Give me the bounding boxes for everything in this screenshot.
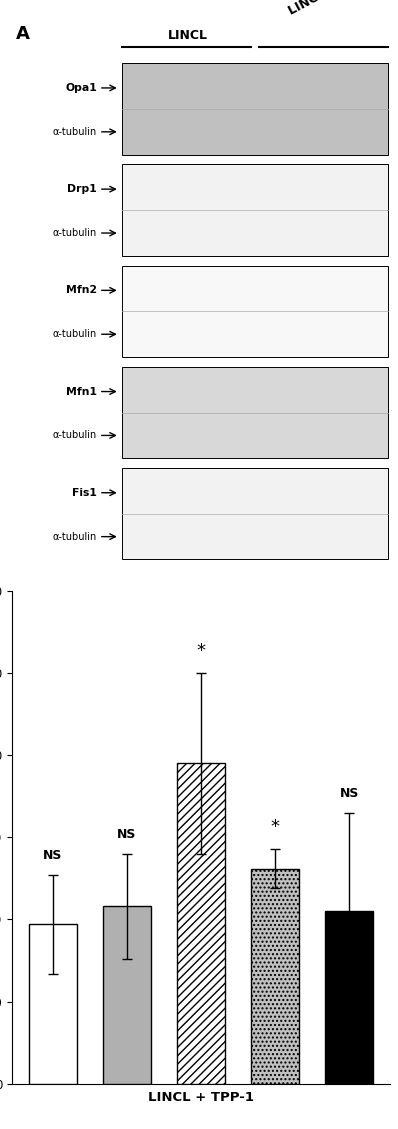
Text: LINCL: LINCL [168, 28, 208, 42]
Polygon shape [303, 125, 340, 139]
Polygon shape [125, 227, 162, 239]
Polygon shape [347, 531, 384, 543]
Text: NS: NS [339, 787, 359, 799]
Polygon shape [126, 282, 162, 298]
Text: α-tubulin: α-tubulin [53, 532, 97, 542]
Polygon shape [303, 531, 340, 543]
Polygon shape [348, 282, 384, 299]
Polygon shape [259, 383, 295, 400]
Polygon shape [126, 80, 162, 96]
Text: Fis1: Fis1 [72, 488, 97, 498]
Polygon shape [170, 227, 207, 239]
Polygon shape [348, 383, 384, 400]
Text: α-tubulin: α-tubulin [53, 228, 97, 238]
Polygon shape [304, 79, 339, 96]
Polygon shape [214, 329, 251, 341]
Bar [29, 925, 77, 1084]
Polygon shape [125, 327, 162, 341]
Polygon shape [214, 531, 251, 543]
Bar [122, 367, 388, 458]
Polygon shape [126, 383, 162, 400]
Bar [122, 265, 388, 357]
Polygon shape [215, 484, 250, 501]
Text: α-tubulin: α-tubulin [53, 430, 97, 440]
Polygon shape [258, 227, 296, 239]
Polygon shape [258, 125, 296, 138]
Polygon shape [259, 484, 295, 501]
Polygon shape [170, 181, 206, 198]
Text: A: A [16, 25, 29, 43]
Polygon shape [126, 484, 162, 501]
Polygon shape [259, 80, 295, 96]
Polygon shape [170, 80, 206, 96]
Bar [122, 63, 388, 155]
Polygon shape [170, 282, 206, 299]
Polygon shape [304, 484, 339, 501]
Polygon shape [304, 384, 339, 400]
Polygon shape [215, 282, 250, 299]
Polygon shape [259, 181, 295, 198]
Polygon shape [214, 429, 251, 441]
Text: α-tubulin: α-tubulin [53, 126, 97, 137]
Bar [251, 868, 299, 1084]
Bar [103, 907, 151, 1084]
Polygon shape [258, 429, 296, 441]
Text: *: * [197, 641, 205, 659]
Polygon shape [214, 227, 251, 239]
Polygon shape [303, 429, 340, 441]
Polygon shape [304, 181, 339, 198]
Text: Mfn1: Mfn1 [66, 386, 97, 396]
Polygon shape [347, 327, 384, 341]
Polygon shape [258, 531, 296, 543]
Bar [122, 469, 388, 560]
Polygon shape [215, 80, 250, 96]
Polygon shape [126, 181, 162, 198]
X-axis label: LINCL + TPP-1: LINCL + TPP-1 [148, 1091, 254, 1104]
Polygon shape [347, 125, 384, 138]
Polygon shape [348, 79, 384, 96]
Polygon shape [214, 125, 251, 138]
Polygon shape [304, 282, 339, 298]
Text: Opa1: Opa1 [65, 82, 97, 93]
Polygon shape [259, 282, 295, 299]
Text: *: * [271, 817, 280, 835]
Text: Drp1: Drp1 [67, 184, 97, 194]
Text: NS: NS [43, 849, 62, 861]
Polygon shape [348, 484, 384, 501]
Bar [177, 763, 225, 1084]
Bar [122, 165, 388, 256]
Text: α-tubulin: α-tubulin [53, 330, 97, 339]
Polygon shape [170, 125, 207, 138]
Polygon shape [347, 227, 384, 239]
Polygon shape [303, 227, 340, 239]
Polygon shape [125, 429, 162, 443]
Polygon shape [348, 181, 384, 198]
Polygon shape [170, 429, 207, 441]
Text: LINCL + TPP-1: LINCL + TPP-1 [286, 0, 380, 17]
Polygon shape [125, 125, 162, 138]
Text: NS: NS [117, 828, 137, 841]
Polygon shape [258, 327, 296, 341]
Polygon shape [170, 531, 207, 543]
Polygon shape [170, 383, 206, 400]
Polygon shape [170, 484, 206, 501]
Bar [325, 911, 373, 1084]
Polygon shape [215, 181, 250, 198]
Polygon shape [303, 327, 340, 341]
Polygon shape [215, 384, 250, 400]
Polygon shape [170, 329, 207, 341]
Polygon shape [125, 531, 162, 543]
Text: Mfn2: Mfn2 [66, 286, 97, 296]
Polygon shape [347, 429, 384, 441]
